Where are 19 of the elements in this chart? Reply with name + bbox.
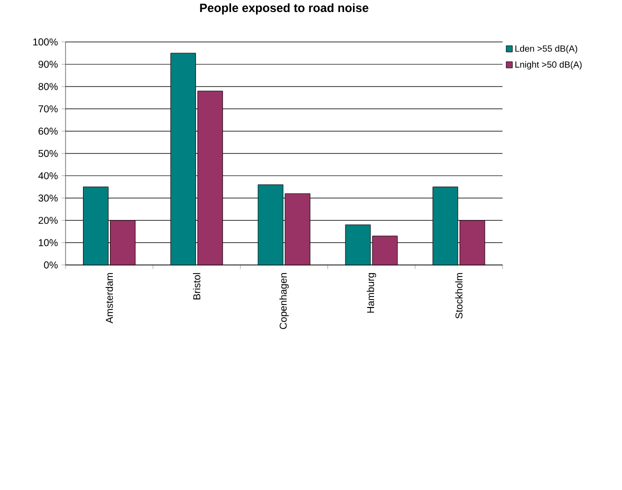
legend-label: Lden >55 dB(A): [515, 45, 578, 54]
chart-title: People exposed to road noise: [200, 3, 368, 14]
y-tick-label: 30%: [38, 194, 58, 202]
y-tick-label: 20%: [38, 216, 58, 224]
x-tick-label: Hamburg: [366, 273, 376, 313]
legend-label: Lnight >50 dB(A): [515, 61, 582, 70]
y-tick-label: 50%: [38, 150, 58, 157]
x-tick-label: Copenhagen: [279, 273, 289, 329]
y-tick-label: 60%: [38, 128, 58, 135]
y-tick-label: 40%: [38, 172, 58, 180]
y-tick-label: 70%: [38, 105, 58, 112]
x-tick-label: Amsterdam: [106, 273, 113, 324]
y-tick-label: 90%: [38, 60, 58, 68]
x-tick-label: Bristol: [193, 273, 200, 300]
y-tick-label: 80%: [38, 82, 58, 90]
y-tick-label: 100%: [33, 38, 58, 46]
y-tick-label: 10%: [38, 239, 58, 246]
x-tick-label: Stockholm: [455, 273, 463, 318]
y-tick-label: 0%: [44, 261, 58, 268]
